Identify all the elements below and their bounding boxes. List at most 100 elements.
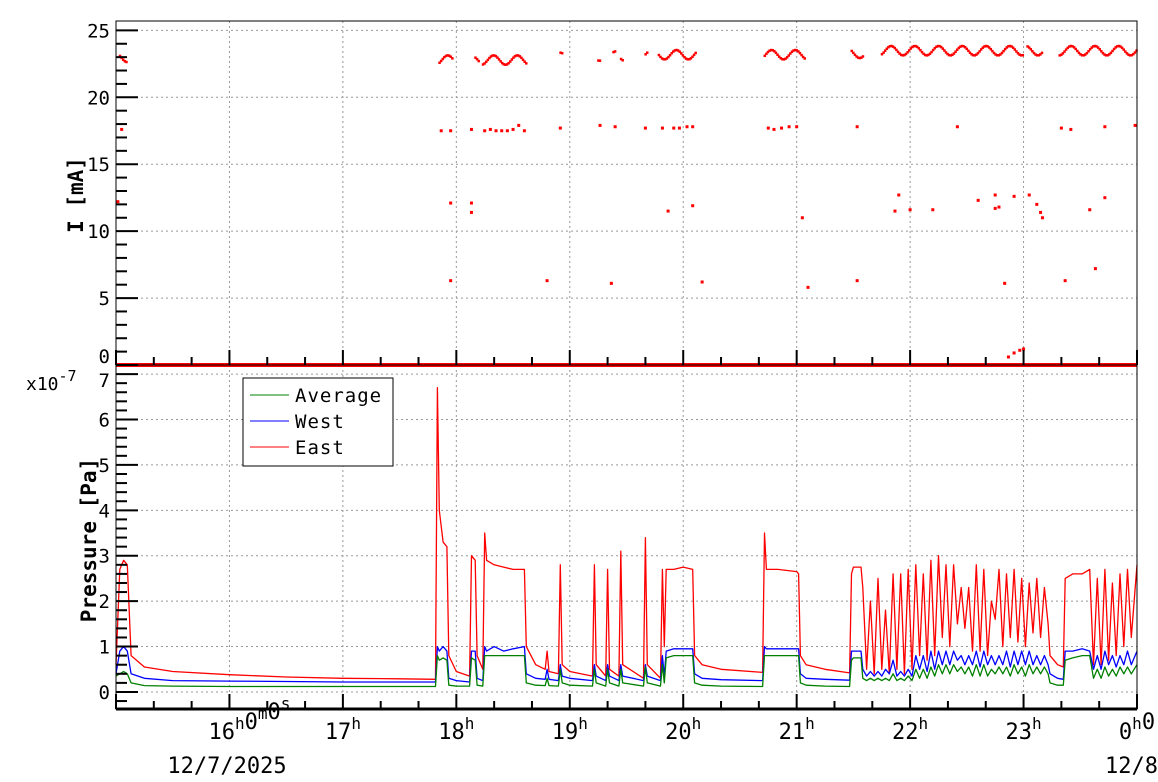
current-point <box>449 279 453 283</box>
current-point <box>673 49 677 52</box>
current-point <box>443 55 446 59</box>
current-point <box>643 126 647 130</box>
current-point <box>800 53 803 57</box>
current-point <box>855 55 858 58</box>
current-point <box>469 127 473 131</box>
current-point <box>1003 47 1007 51</box>
current-point <box>664 58 667 61</box>
current-point <box>973 54 977 57</box>
current-point <box>1010 45 1013 48</box>
current-point <box>499 60 502 63</box>
current-point <box>1132 52 1135 56</box>
current-point <box>1093 267 1097 271</box>
axes <box>115 20 1138 711</box>
current-point <box>763 54 767 58</box>
current-point <box>888 44 892 48</box>
current-point <box>449 201 453 205</box>
current-point <box>512 56 515 59</box>
current-point <box>1128 54 1132 57</box>
current-plot-marks <box>116 44 1138 367</box>
current-point <box>700 280 704 284</box>
current-point <box>449 129 453 133</box>
current-point <box>1079 53 1082 56</box>
current-point <box>609 281 613 285</box>
current-point <box>911 45 914 49</box>
current-point <box>666 209 670 213</box>
current-point <box>511 127 515 131</box>
pressure-axis-title: Pressure [Pa] <box>77 458 101 622</box>
current-point <box>771 49 775 52</box>
current-point <box>1000 51 1004 55</box>
current-point <box>1111 49 1114 53</box>
current-point <box>1069 44 1073 48</box>
series-line-east <box>115 387 1138 680</box>
current-point <box>1101 51 1105 55</box>
current-point <box>787 125 791 129</box>
pressure-y-tick-label: 7 <box>99 370 110 392</box>
current-point <box>887 45 890 49</box>
current-point <box>858 56 861 60</box>
current-point <box>997 205 1001 209</box>
current-point <box>773 49 776 53</box>
current-point <box>1058 54 1061 57</box>
current-point <box>1076 49 1079 53</box>
current-point <box>806 285 810 289</box>
current-point <box>766 50 770 54</box>
current-point <box>939 45 943 49</box>
current-point <box>1016 52 1020 55</box>
current-point <box>947 53 951 57</box>
current-point <box>612 50 615 54</box>
current-point <box>986 45 989 48</box>
current-point <box>1112 47 1116 51</box>
current-point <box>510 58 514 61</box>
current-point <box>444 54 448 58</box>
current-point <box>772 127 776 131</box>
current-point <box>488 127 492 131</box>
current-point <box>670 51 673 55</box>
current-point <box>493 54 496 57</box>
current-point <box>659 55 662 59</box>
current-point <box>777 55 781 58</box>
current-point <box>1092 45 1095 48</box>
current-point <box>438 61 441 65</box>
current-point <box>959 45 962 48</box>
current-point <box>882 51 885 54</box>
current-point <box>523 60 526 63</box>
current-point <box>125 60 128 64</box>
current-point <box>1103 125 1107 129</box>
current-point <box>598 123 602 127</box>
current-plot-frame <box>115 20 1138 366</box>
current-point <box>660 126 664 130</box>
current-point <box>1124 50 1127 53</box>
current-point <box>1088 48 1092 51</box>
current-point <box>967 49 970 53</box>
current-point <box>1066 46 1069 50</box>
current-point <box>665 57 669 60</box>
current-y-tick-label: 5 <box>99 288 110 310</box>
x-tick-label: 16h0m0s <box>208 694 290 745</box>
current-point <box>893 46 897 50</box>
current-point <box>787 54 791 57</box>
current-point <box>1074 47 1077 51</box>
current-point <box>691 125 695 129</box>
current-point <box>1095 45 1098 48</box>
current-point <box>1104 54 1108 57</box>
current-point <box>893 209 897 213</box>
current-point <box>925 54 929 57</box>
x-tick-label: 19h <box>552 714 588 745</box>
current-point <box>803 57 807 60</box>
current-point <box>976 51 980 55</box>
current-y-tick-label: 0 <box>99 346 110 368</box>
current-point <box>993 206 997 210</box>
current-point <box>439 129 443 133</box>
current-point <box>784 57 787 60</box>
current-point <box>991 49 994 53</box>
current-point <box>976 198 980 202</box>
current-point <box>1013 48 1017 51</box>
current-point <box>1109 51 1113 55</box>
current-point <box>1022 347 1026 351</box>
pressure-plot-marks <box>115 387 1138 688</box>
current-point <box>1039 210 1043 214</box>
current-point <box>597 59 600 62</box>
